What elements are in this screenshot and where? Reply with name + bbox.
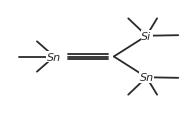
Text: Si: Si — [141, 31, 152, 41]
Text: Sn: Sn — [139, 73, 154, 83]
Text: Sn: Sn — [47, 52, 61, 62]
